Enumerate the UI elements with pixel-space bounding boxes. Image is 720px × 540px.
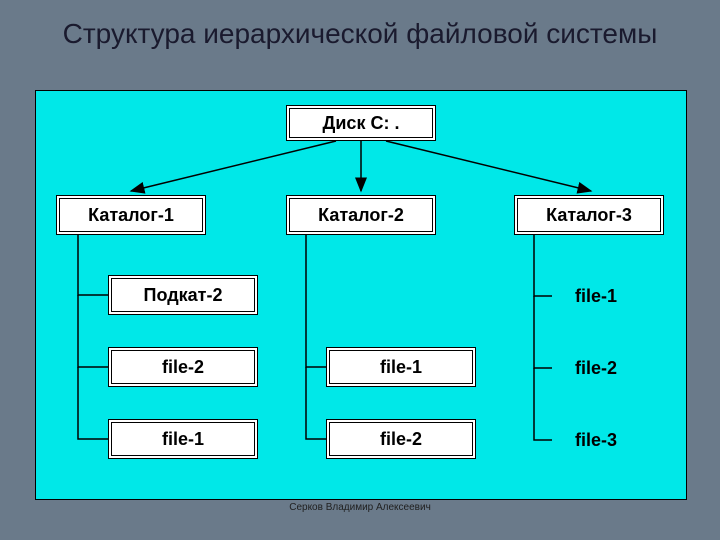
node-cat1: Каталог-1	[56, 195, 206, 235]
footer-author: Серков Владимир Алексеевич	[0, 502, 720, 513]
node-c3f3: file-3	[536, 425, 656, 455]
node-disk: Диск C: .	[286, 105, 436, 141]
diagram-canvas: Диск C: . Каталог-1 Каталог-2 Каталог-3 Подк…	[35, 90, 687, 500]
node-c3f2: file-2	[536, 353, 656, 383]
node-cat2: Каталог-2	[286, 195, 436, 235]
node-c3f1: file-1	[536, 281, 656, 311]
node-cat3: Каталог-3	[514, 195, 664, 235]
node-c1f1: file-1	[108, 419, 258, 459]
node-sub2: Подкат-2	[108, 275, 258, 315]
page-title: Структура иерархической файловой системы	[0, 0, 720, 60]
node-c1f2: file-2	[108, 347, 258, 387]
node-c2f1: file-1	[326, 347, 476, 387]
node-c2f2: file-2	[326, 419, 476, 459]
